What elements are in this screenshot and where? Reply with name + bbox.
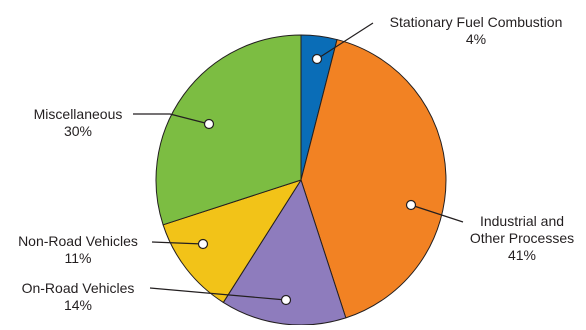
slice-label-stationary-fuel-combustion: Stationary Fuel Combustion (390, 14, 563, 30)
leader-line-on-road-vehicles (149, 287, 287, 301)
slice-percent-stationary-fuel-combustion: 4% (466, 31, 486, 47)
slice-label-miscellaneous: Miscellaneous (34, 106, 123, 122)
label-dot-on-road-vehicles (280, 294, 292, 306)
slice-label-on-road-vehicles: On-Road Vehicles (22, 280, 135, 296)
label-dot-non-road-vehicles (197, 238, 209, 250)
label-dot-stationary-fuel-combustion (311, 53, 323, 65)
slice-label-industrial-and-other-processes-line-1: Industrial and (480, 213, 564, 229)
pie-slice-non-road-vehicles (162, 179, 302, 303)
label-dot-miscellaneous (203, 118, 215, 130)
leader-line-industrial-and-other-processes (410, 204, 464, 223)
slice-percent-industrial-and-other-processes: 41% (508, 247, 536, 263)
leader-line-stationary-fuel-combustion (316, 22, 374, 60)
slice-percent-on-road-vehicles: 14% (64, 297, 92, 313)
pie-slice-industrial-and-other-processes (300, 39, 447, 319)
label-dot-industrial-and-other-processes (405, 199, 417, 211)
leader-line-non-road-vehicles (151, 241, 204, 245)
slice-percent-miscellaneous: 30% (64, 123, 92, 139)
pie-slice-on-road-vehicles (222, 179, 347, 326)
slice-percent-non-road-vehicles: 11% (65, 250, 92, 266)
pie-slice-miscellaneous (155, 34, 302, 226)
leader-line-miscellaneous (133, 113, 210, 125)
slice-label-non-road-vehicles: Non-Road Vehicles (18, 233, 138, 249)
slice-label-industrial-and-other-processes-line-2: Other Processes (470, 230, 574, 246)
